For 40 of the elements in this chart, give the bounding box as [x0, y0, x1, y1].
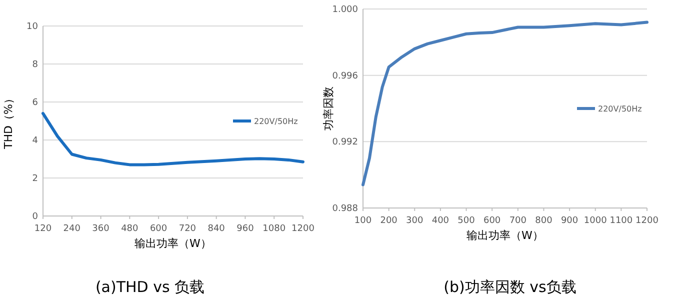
x-tick-label: 360	[92, 224, 110, 234]
x-tick-label: 300	[406, 216, 424, 226]
legend-label: 220V/50Hz	[254, 117, 298, 126]
x-tick-label: 500	[458, 216, 476, 226]
text: (a)THD vs 负载	[95, 278, 205, 296]
y-tick-label: 0.996	[332, 71, 358, 82]
x-tick-label: 700	[509, 216, 527, 226]
x-tick-label: 100	[354, 216, 372, 226]
x-tick-label: 840	[208, 224, 226, 234]
y-tick-label: 1.000	[332, 5, 358, 15]
text: (b)功率因数 vs负载	[444, 278, 576, 296]
x-axis-title: 输出功率（W）	[466, 229, 544, 242]
x-tick-label: 800	[535, 216, 553, 226]
x-tick-label: 1200	[292, 224, 315, 234]
x-tick-label: 960	[236, 224, 254, 234]
legend-label: 220V/50Hz	[598, 104, 642, 114]
x-tick-label: 200	[380, 216, 398, 226]
x-tick-label: 400	[432, 216, 450, 226]
x-axis-title: 输出功率（W）	[134, 237, 212, 250]
x-tick-label: 120	[34, 224, 52, 234]
x-tick-label: 1000	[584, 216, 608, 226]
y-tick-label: 0.992	[332, 138, 358, 148]
x-tick-label: 480	[121, 224, 139, 234]
x-tick-label: 600	[483, 216, 501, 226]
y-tick-label: 6	[32, 98, 38, 108]
y-tick-label: 10	[26, 22, 38, 32]
x-tick-label: 1100	[610, 216, 633, 226]
x-tick-label: 1080	[262, 224, 286, 234]
y-tick-label: 2	[32, 174, 38, 184]
y-axis-title: 功率因数	[322, 86, 335, 130]
y-tick-label: 8	[32, 60, 38, 70]
x-tick-label: 900	[560, 216, 578, 226]
x-tick-label: 1200	[636, 216, 659, 226]
y-axis-title: THD（%）	[2, 93, 15, 150]
x-tick-label: 600	[150, 224, 168, 234]
x-tick-label: 720	[178, 224, 196, 234]
y-tick-label: 0	[32, 212, 38, 222]
y-tick-label: 0.988	[332, 204, 358, 214]
x-tick-label: 240	[63, 224, 81, 234]
y-tick-label: 4	[32, 136, 38, 146]
